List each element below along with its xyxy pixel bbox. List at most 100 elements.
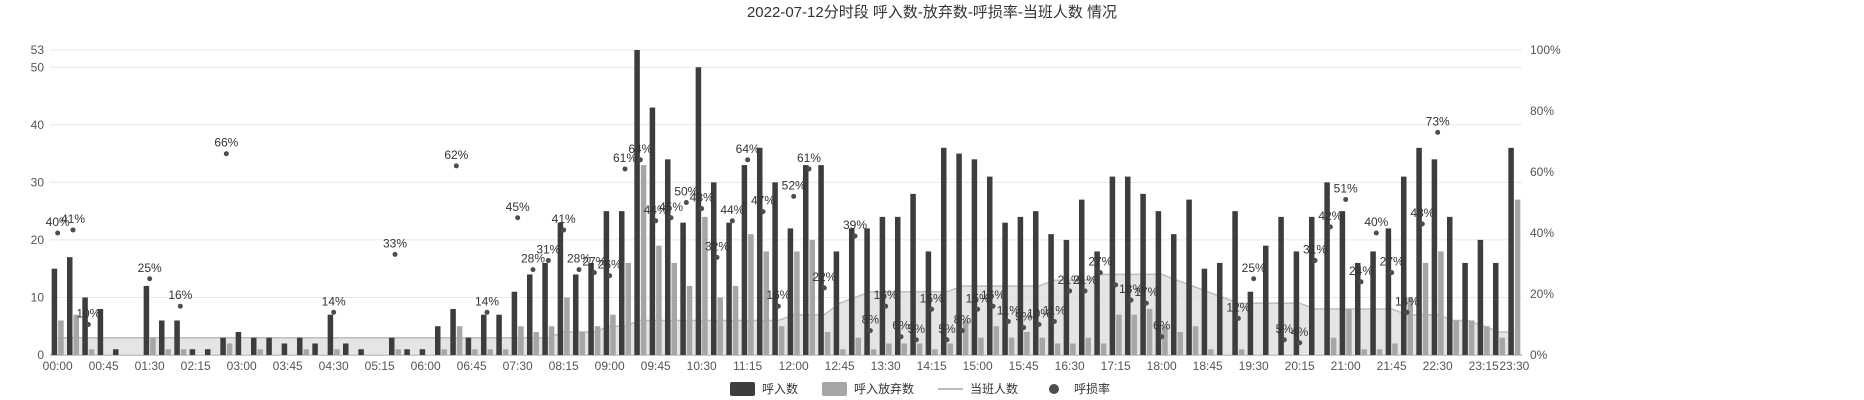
rate-point[interactable] bbox=[1129, 298, 1134, 303]
bar-calls[interactable] bbox=[834, 251, 840, 355]
bar-abandoned[interactable] bbox=[74, 315, 80, 355]
bar-calls[interactable] bbox=[880, 217, 886, 355]
rate-point[interactable] bbox=[1343, 197, 1348, 202]
bar-calls[interactable] bbox=[282, 343, 288, 355]
bar-abandoned[interactable] bbox=[902, 343, 908, 355]
bar-calls[interactable] bbox=[1386, 228, 1392, 355]
bar-abandoned[interactable] bbox=[871, 349, 877, 355]
bar-abandoned[interactable] bbox=[166, 349, 172, 355]
rate-point[interactable] bbox=[1098, 270, 1103, 275]
rate-point[interactable] bbox=[807, 166, 812, 171]
bar-abandoned[interactable] bbox=[89, 349, 95, 355]
bar-calls[interactable] bbox=[634, 50, 640, 355]
bar-abandoned[interactable] bbox=[641, 165, 647, 355]
bar-abandoned[interactable] bbox=[580, 332, 586, 355]
bar-calls[interactable] bbox=[251, 338, 257, 355]
bar-calls[interactable] bbox=[1156, 211, 1162, 355]
bar-abandoned[interactable] bbox=[672, 263, 678, 355]
bar-abandoned[interactable] bbox=[1147, 309, 1153, 355]
bar-abandoned[interactable] bbox=[810, 240, 816, 355]
bar-calls[interactable] bbox=[972, 159, 978, 355]
rate-point[interactable] bbox=[791, 194, 796, 199]
bar-calls[interactable] bbox=[1048, 234, 1054, 355]
rate-point[interactable] bbox=[86, 322, 91, 327]
bar-abandoned[interactable] bbox=[932, 349, 938, 355]
bar-abandoned[interactable] bbox=[687, 286, 693, 355]
bar-calls[interactable] bbox=[1140, 194, 1146, 355]
bar-calls[interactable] bbox=[864, 228, 870, 355]
bar-calls[interactable] bbox=[1294, 251, 1300, 355]
rate-point[interactable] bbox=[822, 285, 827, 290]
bar-abandoned[interactable] bbox=[396, 349, 402, 355]
bar-calls[interactable] bbox=[52, 269, 58, 355]
bar-abandoned[interactable] bbox=[1438, 251, 1444, 355]
bar-calls[interactable] bbox=[772, 182, 778, 355]
bar-calls[interactable] bbox=[1432, 159, 1438, 355]
bar-abandoned[interactable] bbox=[1331, 338, 1337, 355]
rate-point[interactable] bbox=[1144, 301, 1149, 306]
bar-calls[interactable] bbox=[450, 309, 456, 355]
rate-point[interactable] bbox=[1052, 319, 1057, 324]
bar-abandoned[interactable] bbox=[1024, 332, 1030, 355]
bar-abandoned[interactable] bbox=[1070, 343, 1076, 355]
bar-abandoned[interactable] bbox=[1086, 338, 1092, 355]
legend-item[interactable]: 呼入数 bbox=[730, 381, 798, 396]
bar-abandoned[interactable] bbox=[794, 251, 800, 355]
bar-calls[interactable] bbox=[1478, 240, 1484, 355]
bar-calls[interactable] bbox=[895, 217, 901, 355]
rate-point[interactable] bbox=[1359, 279, 1364, 284]
bar-abandoned[interactable] bbox=[472, 349, 478, 355]
rate-point[interactable] bbox=[899, 334, 904, 339]
bar-calls[interactable] bbox=[1125, 177, 1131, 355]
bar-calls[interactable] bbox=[174, 320, 180, 355]
rate-point[interactable] bbox=[147, 276, 152, 281]
bar-calls[interactable] bbox=[420, 349, 426, 355]
bar-abandoned[interactable] bbox=[840, 349, 846, 355]
rate-point[interactable] bbox=[1374, 231, 1379, 236]
rate-point[interactable] bbox=[623, 166, 628, 171]
bar-abandoned[interactable] bbox=[994, 326, 1000, 355]
bar-calls[interactable] bbox=[711, 182, 717, 355]
rate-point[interactable] bbox=[561, 227, 566, 232]
bar-abandoned[interactable] bbox=[549, 326, 555, 355]
bar-calls[interactable] bbox=[542, 263, 548, 355]
bar-abandoned[interactable] bbox=[1500, 338, 1506, 355]
bar-calls[interactable] bbox=[389, 338, 395, 355]
rate-point[interactable] bbox=[975, 307, 980, 312]
bar-abandoned[interactable] bbox=[718, 297, 724, 355]
bar-calls[interactable] bbox=[665, 159, 671, 355]
bar-calls[interactable] bbox=[236, 332, 242, 355]
rate-point[interactable] bbox=[730, 218, 735, 223]
bar-calls[interactable] bbox=[573, 274, 579, 355]
bar-calls[interactable] bbox=[266, 338, 272, 355]
bar-abandoned[interactable] bbox=[1423, 263, 1429, 355]
rate-point[interactable] bbox=[991, 304, 996, 309]
bar-abandoned[interactable] bbox=[610, 315, 616, 355]
bar-calls[interactable] bbox=[849, 228, 855, 355]
bar-calls[interactable] bbox=[67, 257, 73, 355]
bar-abandoned[interactable] bbox=[1377, 349, 1383, 355]
bar-calls[interactable] bbox=[220, 338, 226, 355]
rate-point[interactable] bbox=[745, 157, 750, 162]
rate-point[interactable] bbox=[684, 200, 689, 205]
rate-point[interactable] bbox=[55, 231, 60, 236]
rate-point[interactable] bbox=[592, 270, 597, 275]
rate-point[interactable] bbox=[1159, 334, 1164, 339]
bar-calls[interactable] bbox=[588, 263, 594, 355]
bar-abandoned[interactable] bbox=[534, 332, 540, 355]
bar-calls[interactable] bbox=[205, 349, 211, 355]
rate-point[interactable] bbox=[669, 215, 674, 220]
bar-abandoned[interactable] bbox=[1346, 309, 1352, 355]
bar-calls[interactable] bbox=[1232, 211, 1238, 355]
rate-point[interactable] bbox=[71, 227, 76, 232]
bar-calls[interactable] bbox=[297, 338, 303, 355]
rate-point[interactable] bbox=[699, 206, 704, 211]
bar-abandoned[interactable] bbox=[1484, 326, 1490, 355]
bar-abandoned[interactable] bbox=[1193, 326, 1199, 355]
bar-abandoned[interactable] bbox=[1239, 349, 1245, 355]
rate-point[interactable] bbox=[1006, 319, 1011, 324]
bar-calls[interactable] bbox=[435, 326, 441, 355]
bar-abandoned[interactable] bbox=[748, 234, 754, 355]
bar-abandoned[interactable] bbox=[457, 326, 463, 355]
rate-point[interactable] bbox=[485, 310, 490, 315]
